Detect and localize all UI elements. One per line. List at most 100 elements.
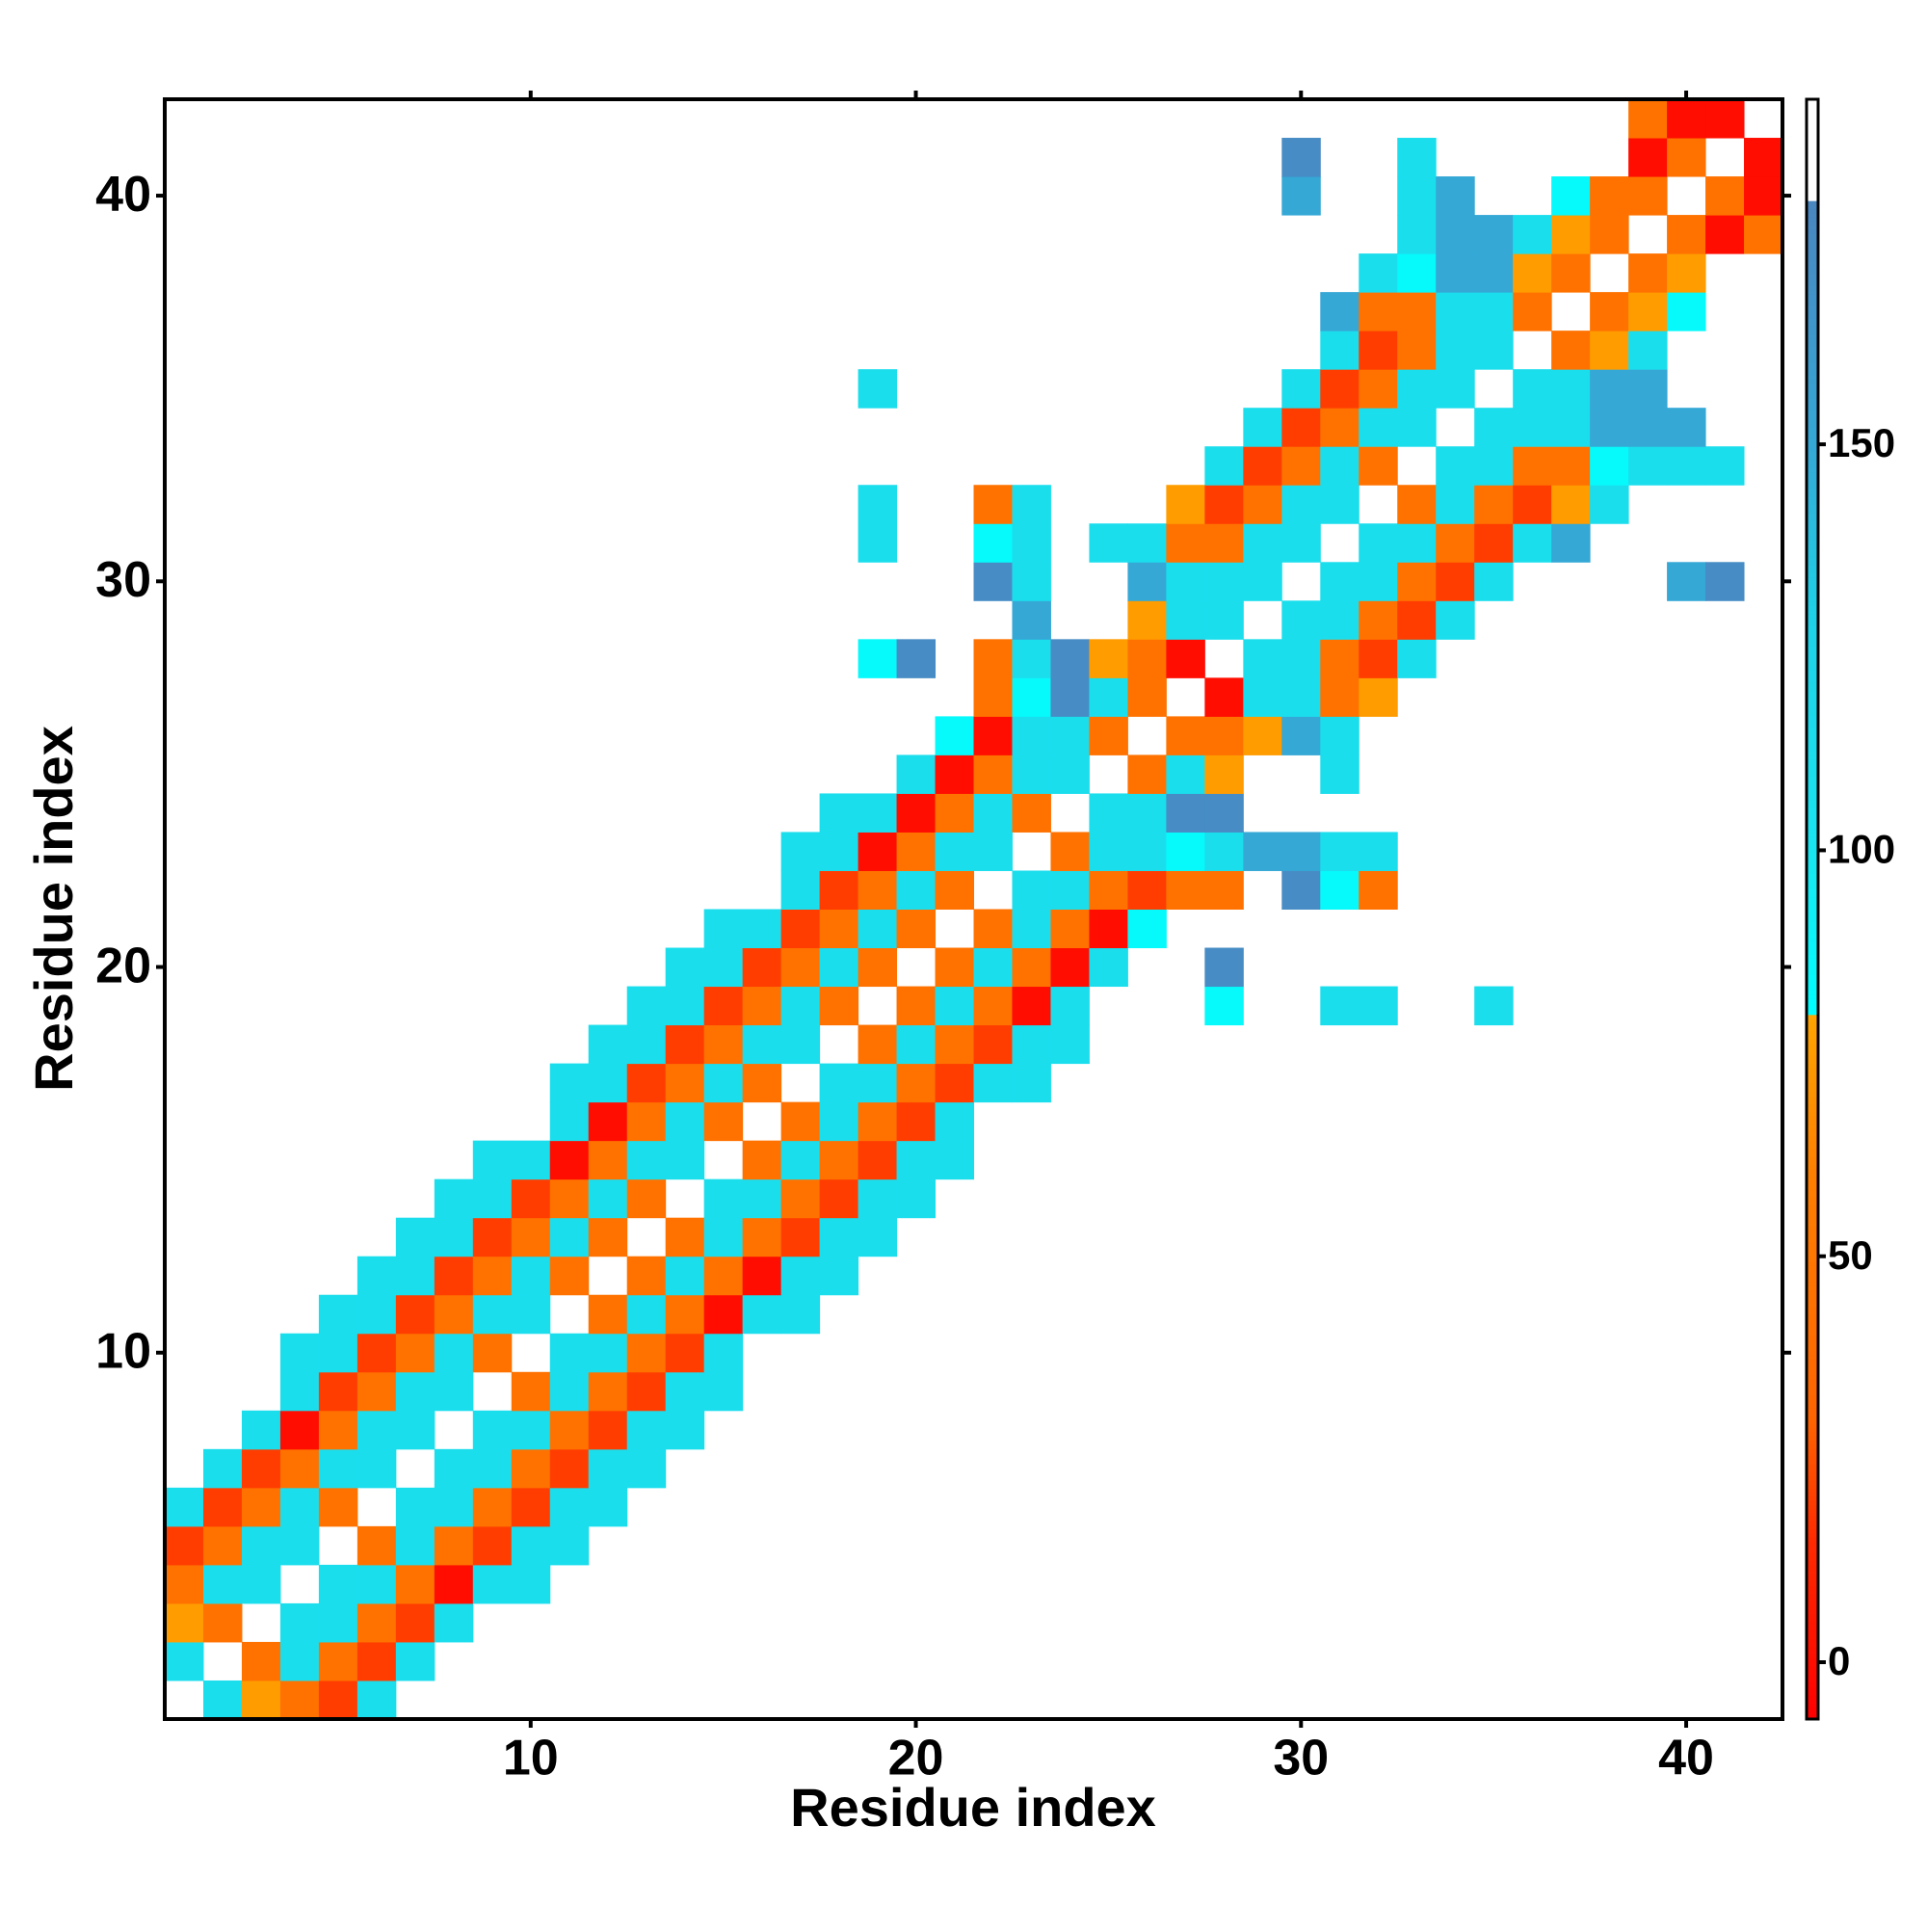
heatmap-cell — [1050, 986, 1090, 1026]
colorbar-segment — [1807, 1508, 1818, 1514]
colorbar-segment — [1807, 414, 1818, 420]
colorbar-segment — [1807, 751, 1818, 756]
colorbar-segment — [1807, 743, 1818, 748]
heatmap-cell — [241, 1680, 281, 1720]
colorbar-segment — [1807, 394, 1818, 400]
heatmap-cell — [1012, 793, 1051, 833]
heatmap-cell — [588, 1063, 628, 1103]
heatmap-cell — [1667, 562, 1706, 601]
colorbar-segment — [1807, 127, 1818, 133]
heatmap-cells — [165, 99, 1783, 1720]
colorbar-segment — [1807, 1221, 1818, 1226]
colorbar-segment — [1807, 933, 1818, 939]
heatmap-cell — [1397, 600, 1437, 640]
heatmap-cell — [1397, 639, 1437, 678]
colorbar-segment — [1807, 657, 1818, 663]
colorbar-segment — [1807, 1285, 1818, 1291]
colorbar-segment — [1807, 228, 1818, 234]
colorbar-segment — [1807, 536, 1818, 542]
colorbar-segment — [1807, 460, 1818, 464]
heatmap-cell — [1089, 639, 1128, 678]
heatmap-cell — [896, 1063, 937, 1103]
colorbar-segment — [1807, 1387, 1818, 1392]
colorbar-segment — [1807, 1135, 1818, 1141]
colorbar-segment — [1807, 649, 1818, 655]
colorbar-segment — [1807, 370, 1818, 376]
colorbar-segment — [1807, 488, 1818, 493]
heatmap-cell — [1204, 562, 1244, 601]
heatmap-cell — [1166, 562, 1205, 601]
heatmap-cell — [1089, 832, 1128, 871]
heatmap-cell — [935, 947, 974, 988]
colorbar-segment — [1807, 1277, 1818, 1283]
colorbar-segment — [1807, 993, 1818, 999]
colorbar-segment — [1807, 1245, 1818, 1251]
heatmap-cell — [858, 870, 898, 910]
colorbar-segment — [1807, 966, 1818, 971]
colorbar-segment — [1807, 1282, 1818, 1286]
heatmap-cell — [279, 1680, 320, 1720]
heatmap-cell — [1281, 485, 1321, 524]
heatmap-cell — [356, 1564, 397, 1604]
heatmap-cell — [1204, 600, 1244, 640]
heatmap-cell — [1436, 562, 1475, 601]
heatmap-cell — [1166, 639, 1205, 678]
heatmap-cell — [279, 1333, 320, 1373]
heatmap-cell — [896, 1024, 937, 1065]
heatmap-cell — [1551, 408, 1591, 447]
colorbar-segment — [1807, 824, 1818, 830]
colorbar-segment — [1807, 252, 1818, 258]
heatmap-cell — [703, 1256, 744, 1296]
heatmap-cell — [1590, 408, 1629, 447]
colorbar-segment — [1807, 115, 1818, 120]
heatmap-cell — [742, 909, 782, 949]
colorbar-segment — [1807, 451, 1818, 457]
heatmap-cell — [1281, 600, 1321, 640]
colorbar-segment — [1807, 1390, 1818, 1396]
heatmap-cell — [1590, 485, 1629, 524]
heatmap-cell — [549, 1371, 590, 1412]
heatmap-cell — [1436, 523, 1475, 563]
colorbar-segment — [1807, 888, 1818, 894]
colorbar-segment — [1807, 337, 1818, 343]
heatmap-cell — [1590, 292, 1629, 331]
colorbar-segment — [1807, 1419, 1818, 1424]
heatmap-cell — [742, 1024, 782, 1065]
colorbar-segment — [1807, 245, 1818, 251]
colorbar-segment — [1807, 1626, 1818, 1631]
colorbar-segment — [1807, 1427, 1818, 1433]
heatmap-cell — [1012, 639, 1051, 678]
heatmap-cell — [1667, 99, 1706, 139]
colorbar-segment — [1807, 815, 1818, 821]
colorbar-segment — [1807, 383, 1818, 387]
heatmap-cell — [1281, 408, 1321, 447]
colorbar-segment — [1807, 1014, 1818, 1019]
colorbar-segment — [1807, 723, 1818, 728]
heatmap-cell — [819, 947, 859, 988]
colorbar-segment — [1807, 969, 1818, 975]
colorbar-segment — [1807, 1532, 1818, 1538]
heatmap-cell — [1243, 639, 1282, 678]
heatmap-cell — [241, 1410, 281, 1450]
colorbar-segment — [1807, 864, 1818, 870]
colorbar-segment — [1807, 556, 1818, 562]
colorbar-segment — [1807, 1399, 1818, 1404]
colorbar-segment — [1807, 804, 1818, 809]
heatmap-cell — [395, 1371, 436, 1412]
colorbar-segment — [1807, 1168, 1818, 1174]
heatmap-cell — [1436, 292, 1475, 331]
colorbar-segment — [1807, 601, 1818, 606]
colorbar-segment — [1807, 1273, 1818, 1279]
heatmap-cell — [1012, 947, 1051, 988]
colorbar-segment — [1807, 232, 1818, 238]
heatmap-cell — [626, 986, 667, 1026]
colorbar-segment — [1807, 1192, 1818, 1198]
heatmap-cell — [1281, 677, 1321, 717]
colorbar-segment — [1807, 342, 1818, 347]
heatmap-cell — [202, 1680, 243, 1720]
heatmap-cell — [1628, 99, 1668, 139]
heatmap-cell — [935, 1024, 974, 1065]
colorbar-segment — [1807, 1232, 1818, 1238]
heatmap-cell — [588, 1140, 628, 1180]
